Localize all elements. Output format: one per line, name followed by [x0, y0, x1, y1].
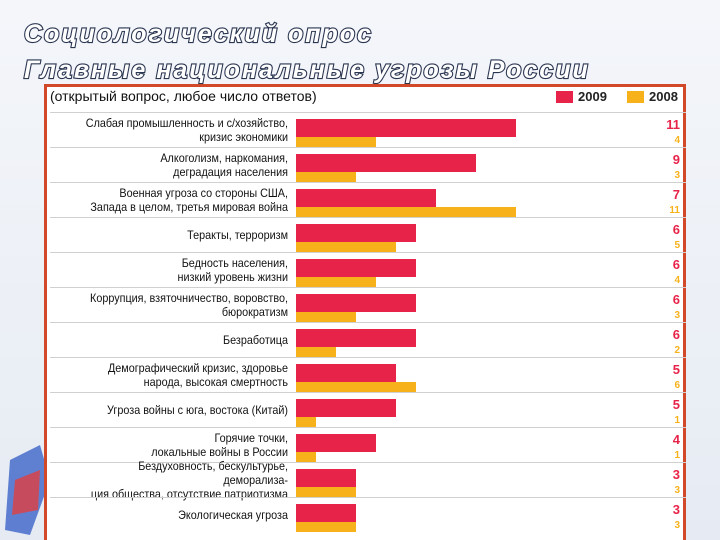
value-label: 2	[674, 345, 680, 356]
bar	[296, 434, 376, 452]
value-label: 6	[672, 327, 680, 342]
value-label: 7	[672, 187, 680, 202]
bar	[296, 189, 436, 207]
bar	[296, 382, 416, 392]
category-label: Угроза войны с юга, востока (Китай)	[107, 402, 288, 417]
value-label: 6	[672, 257, 680, 272]
row-separator	[50, 252, 686, 253]
value-label: 9	[672, 152, 680, 167]
bar	[296, 347, 336, 357]
value-label: 3	[672, 502, 680, 517]
value-label: 5	[674, 240, 680, 251]
title-line: Главные национальные угрозы России	[24, 56, 590, 84]
slide-title: Социологический опрос Главные национальн…	[23, 19, 590, 84]
legend-swatch	[627, 91, 644, 103]
bar	[296, 259, 416, 277]
chart-subtitle: (открытый вопрос, любое число ответов)	[50, 88, 317, 104]
map-decoration	[5, 445, 50, 535]
bar	[296, 172, 356, 182]
bar	[296, 522, 356, 532]
value-label: 4	[674, 135, 680, 146]
bar	[296, 469, 356, 487]
bar	[296, 154, 476, 172]
value-label: 4	[674, 275, 680, 286]
category-label: Слабая промышленность и с/хозяйство, кри…	[85, 115, 288, 144]
bar	[296, 277, 376, 287]
value-label: 5	[672, 362, 680, 377]
value-label: 6	[672, 292, 680, 307]
value-label: 1	[674, 450, 680, 461]
row-separator	[50, 497, 686, 498]
category-label: Безработица	[223, 332, 288, 347]
row-separator	[50, 322, 686, 323]
bar	[296, 504, 356, 522]
legend-swatch	[556, 91, 573, 103]
value-label: 5	[672, 397, 680, 412]
row-separator	[50, 112, 686, 113]
category-label: Коррупция, взяточничество, воровство, бю…	[90, 290, 288, 319]
bar	[296, 452, 316, 462]
value-label: 11	[666, 117, 680, 132]
category-label: Бездуховность, бескультурье, деморализа-…	[90, 458, 288, 501]
title-line: Социологический опрос	[24, 20, 373, 48]
legend-label: 2009	[578, 89, 607, 104]
bar	[296, 294, 416, 312]
row-separator	[50, 392, 686, 393]
value-label: 3	[674, 170, 680, 181]
row-separator	[50, 217, 686, 218]
category-label: Теракты, терроризм	[187, 227, 288, 242]
row-separator	[50, 182, 686, 183]
value-label: 6	[674, 380, 680, 391]
bar	[296, 224, 416, 242]
row-separator	[50, 287, 686, 288]
bar	[296, 399, 396, 417]
bar	[296, 312, 356, 322]
category-label: Алкоголизм, наркомания, деградация насел…	[160, 150, 288, 179]
category-label: Демографический кризис, здоровье народа,…	[107, 360, 288, 389]
value-label: 3	[674, 310, 680, 321]
category-label: Бедность населения, низкий уровень жизни	[177, 255, 288, 284]
bar	[296, 137, 376, 147]
value-label: 4	[672, 432, 680, 447]
row-separator	[50, 462, 686, 463]
value-label: 3	[672, 467, 680, 482]
bar	[296, 487, 356, 497]
value-label: 1	[674, 415, 680, 426]
bar	[296, 364, 396, 382]
row-separator	[50, 147, 686, 148]
row-separator	[50, 427, 686, 428]
bar	[296, 417, 316, 427]
legend-label: 2008	[649, 89, 678, 104]
value-label: 3	[674, 520, 680, 531]
category-label: Экологическая угроза	[178, 507, 288, 522]
value-label: 11	[669, 205, 680, 216]
bar	[296, 242, 396, 252]
value-label: 6	[672, 222, 680, 237]
category-label: Военная угроза со стороны США, Запада в …	[90, 185, 288, 214]
bar	[296, 207, 516, 217]
value-label: 3	[674, 485, 680, 496]
row-separator	[50, 357, 686, 358]
bar	[296, 329, 416, 347]
category-label: Горячие точки, локальные войны в России	[151, 430, 288, 459]
bar	[296, 119, 516, 137]
